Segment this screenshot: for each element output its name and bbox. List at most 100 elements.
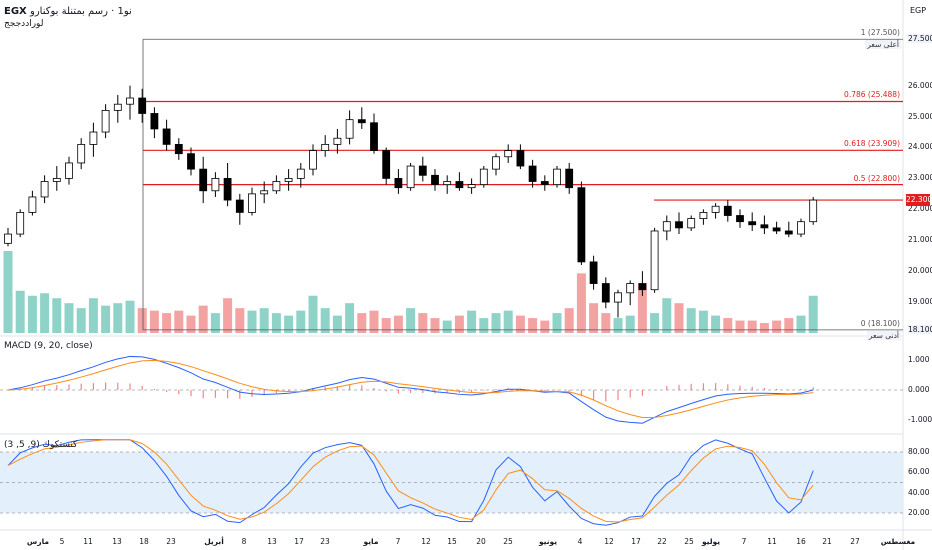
time-tick: 27 bbox=[850, 537, 860, 546]
volume-bar bbox=[796, 315, 806, 333]
volume-bar bbox=[162, 313, 172, 333]
price-tick: 20.000 bbox=[908, 266, 932, 276]
volume-bar bbox=[662, 298, 672, 333]
chart-subtitle: لوراددججج bbox=[4, 19, 44, 29]
candle-body bbox=[565, 168, 574, 189]
stoch-tick: 40.00 bbox=[908, 487, 930, 497]
time-tick: مايو bbox=[363, 537, 379, 546]
candle-body bbox=[77, 143, 86, 164]
time-tick: 4 bbox=[577, 537, 583, 546]
time-tick: 22 bbox=[657, 537, 667, 546]
volume-bar bbox=[174, 310, 184, 333]
candle-body bbox=[528, 165, 537, 182]
time-tick: مغسطس bbox=[880, 537, 916, 546]
currency-label: EGP bbox=[910, 6, 927, 15]
candle-body bbox=[467, 184, 476, 189]
stoch-k-line bbox=[7, 439, 814, 526]
candle-body bbox=[675, 221, 683, 229]
volume-bar bbox=[137, 308, 147, 333]
candle-body bbox=[492, 156, 500, 170]
price-tick: 23.000 bbox=[908, 173, 932, 183]
symbol-label[interactable]: EGX bbox=[4, 6, 27, 17]
candle-body bbox=[211, 178, 220, 192]
volume-bar bbox=[76, 308, 86, 333]
volume-bar bbox=[430, 318, 440, 333]
candle-body bbox=[589, 261, 598, 284]
volume-bar bbox=[381, 318, 391, 333]
candle-body bbox=[28, 196, 37, 213]
volume-bar bbox=[686, 308, 696, 333]
time-tick: 7 bbox=[741, 537, 747, 546]
stoch-tick: 20.00 bbox=[908, 508, 930, 517]
volume-bar bbox=[149, 310, 159, 333]
candle-body bbox=[113, 103, 122, 111]
time-tick: أبريل bbox=[204, 537, 224, 546]
time-tick: 25 bbox=[684, 537, 694, 546]
time-tick: 17 bbox=[294, 537, 304, 546]
candle-body bbox=[382, 150, 391, 179]
candle-body bbox=[479, 168, 488, 185]
candle-body bbox=[187, 153, 195, 170]
candle-body bbox=[333, 137, 342, 145]
stoch-d-line bbox=[7, 439, 814, 523]
candle-body bbox=[296, 168, 305, 179]
volume-bar bbox=[320, 308, 330, 333]
volume-bar bbox=[759, 323, 769, 333]
fib-level-label: 0.5 (22.800) bbox=[853, 173, 900, 183]
candle-body bbox=[16, 212, 25, 235]
volume-bar bbox=[784, 318, 794, 333]
candle-body bbox=[89, 131, 98, 145]
candle-body bbox=[309, 150, 317, 170]
candle-body bbox=[223, 178, 232, 201]
current-price-tag: 22.300 bbox=[906, 194, 932, 207]
macd-label[interactable]: MACD (9, 20, close) bbox=[4, 341, 93, 351]
volume-bar bbox=[332, 315, 342, 333]
volume-bar bbox=[808, 295, 818, 333]
volume-bar bbox=[357, 313, 367, 333]
price-tick: 22.000 bbox=[908, 204, 932, 214]
candle-body bbox=[711, 205, 720, 213]
volume-bar bbox=[515, 315, 525, 333]
volume-bar bbox=[125, 300, 135, 333]
fib-side-label: أعلى سعر bbox=[865, 40, 901, 50]
volume-bar bbox=[528, 318, 538, 333]
volume-bar bbox=[15, 290, 25, 333]
candle-body bbox=[650, 230, 659, 291]
stoch-label[interactable]: كنستكوك (9, 5, 3) bbox=[4, 440, 78, 450]
volume-bar bbox=[247, 310, 257, 333]
candle-body bbox=[772, 227, 781, 232]
volume-bar bbox=[259, 308, 269, 333]
candle-body bbox=[504, 150, 513, 158]
time-tick: 15 bbox=[447, 537, 457, 546]
volume-bar bbox=[613, 318, 623, 333]
volume-bar bbox=[113, 303, 123, 333]
candle-body bbox=[760, 224, 769, 229]
candle-body bbox=[260, 190, 269, 195]
candle-body bbox=[455, 181, 464, 189]
candle-body bbox=[40, 181, 49, 198]
volume-bar bbox=[454, 315, 464, 333]
candle-body bbox=[394, 178, 403, 189]
time-tick: 16 bbox=[796, 537, 806, 546]
volume-bar bbox=[406, 308, 416, 333]
volume-bar bbox=[601, 313, 611, 333]
candle-body bbox=[199, 168, 208, 192]
candle-body bbox=[540, 181, 549, 185]
stoch-tick: 60.00 bbox=[908, 467, 930, 477]
candle-body bbox=[431, 174, 439, 185]
time-tick: 7 bbox=[395, 537, 401, 546]
volume-bar bbox=[711, 315, 721, 333]
macd-tick: 1.000 bbox=[908, 355, 930, 364]
fib-level-label: 0.618 (23.909) bbox=[844, 139, 900, 149]
time-tick: 12 bbox=[604, 537, 614, 546]
candle-body bbox=[638, 283, 647, 291]
candle-body bbox=[235, 199, 244, 213]
price-tick: 24.000 bbox=[908, 142, 932, 152]
time-tick: 5 bbox=[59, 537, 65, 546]
candle-body bbox=[797, 221, 805, 235]
time-tick: 23 bbox=[166, 537, 176, 546]
fib-level-label: 1 (27.500) bbox=[860, 28, 900, 38]
candle-body bbox=[748, 221, 757, 226]
volume-bar bbox=[747, 320, 757, 333]
